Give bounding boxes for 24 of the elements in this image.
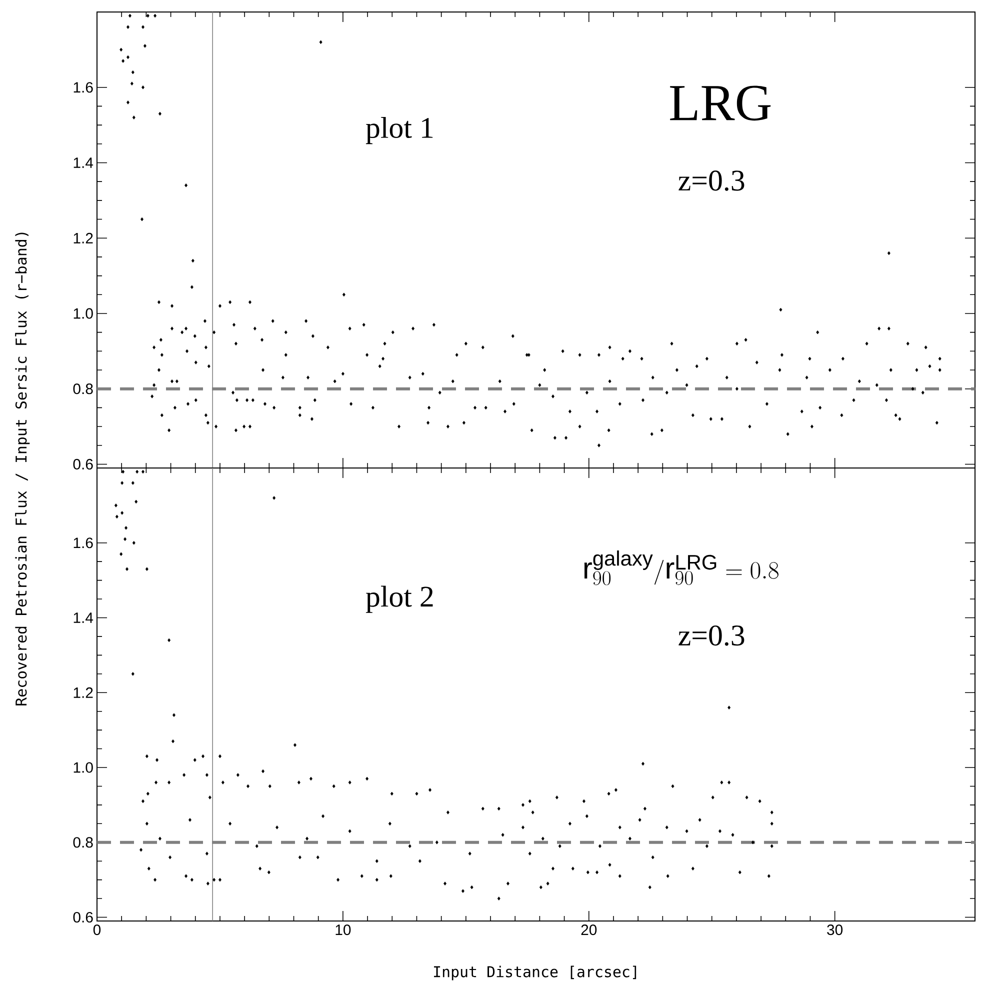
- annotation: z=0.3: [678, 170, 744, 191]
- y-tick-label: 1.0: [74, 762, 93, 773]
- y-tick-label: 1.2: [74, 687, 93, 698]
- y-tick-label: 1.6: [74, 538, 93, 548]
- y-tick-label: 0.6: [73, 458, 93, 470]
- x-axis-title: Input Distance [arcsec]: [434, 966, 636, 980]
- y-tick-label: 1.4: [74, 158, 94, 168]
- x-tick-label: 20: [581, 924, 597, 936]
- y-tick-label: 1.0: [74, 308, 93, 319]
- x-tick-label: 30: [827, 924, 843, 936]
- annotation: $\mathrm{r}^{\mathrm{galaxy}}_{90}/\mathrm{r}^{\mathrm{LRG}}_{90} = 0.8$: [584, 550, 778, 586]
- annotation: z=0.3: [678, 625, 744, 646]
- annotation: plot 1: [366, 117, 433, 144]
- y-tick-label: 1.4: [74, 612, 94, 623]
- x-tick-label: 10: [336, 924, 351, 936]
- annotation: LRG: [670, 86, 771, 121]
- x-tick-label: 0: [93, 924, 101, 936]
- y-tick-label: 1.2: [74, 232, 93, 244]
- y-axis-title: Recovered Petrosian Flux / Input Sersic Flux (r−band): [15, 232, 30, 706]
- y-tick-label: 0.8: [73, 837, 93, 848]
- y-tick-label: 0.6: [73, 912, 93, 923]
- annotation: plot 2: [366, 586, 433, 613]
- y-tick-label: 0.8: [73, 384, 93, 394]
- y-tick-label: 1.6: [74, 82, 93, 93]
